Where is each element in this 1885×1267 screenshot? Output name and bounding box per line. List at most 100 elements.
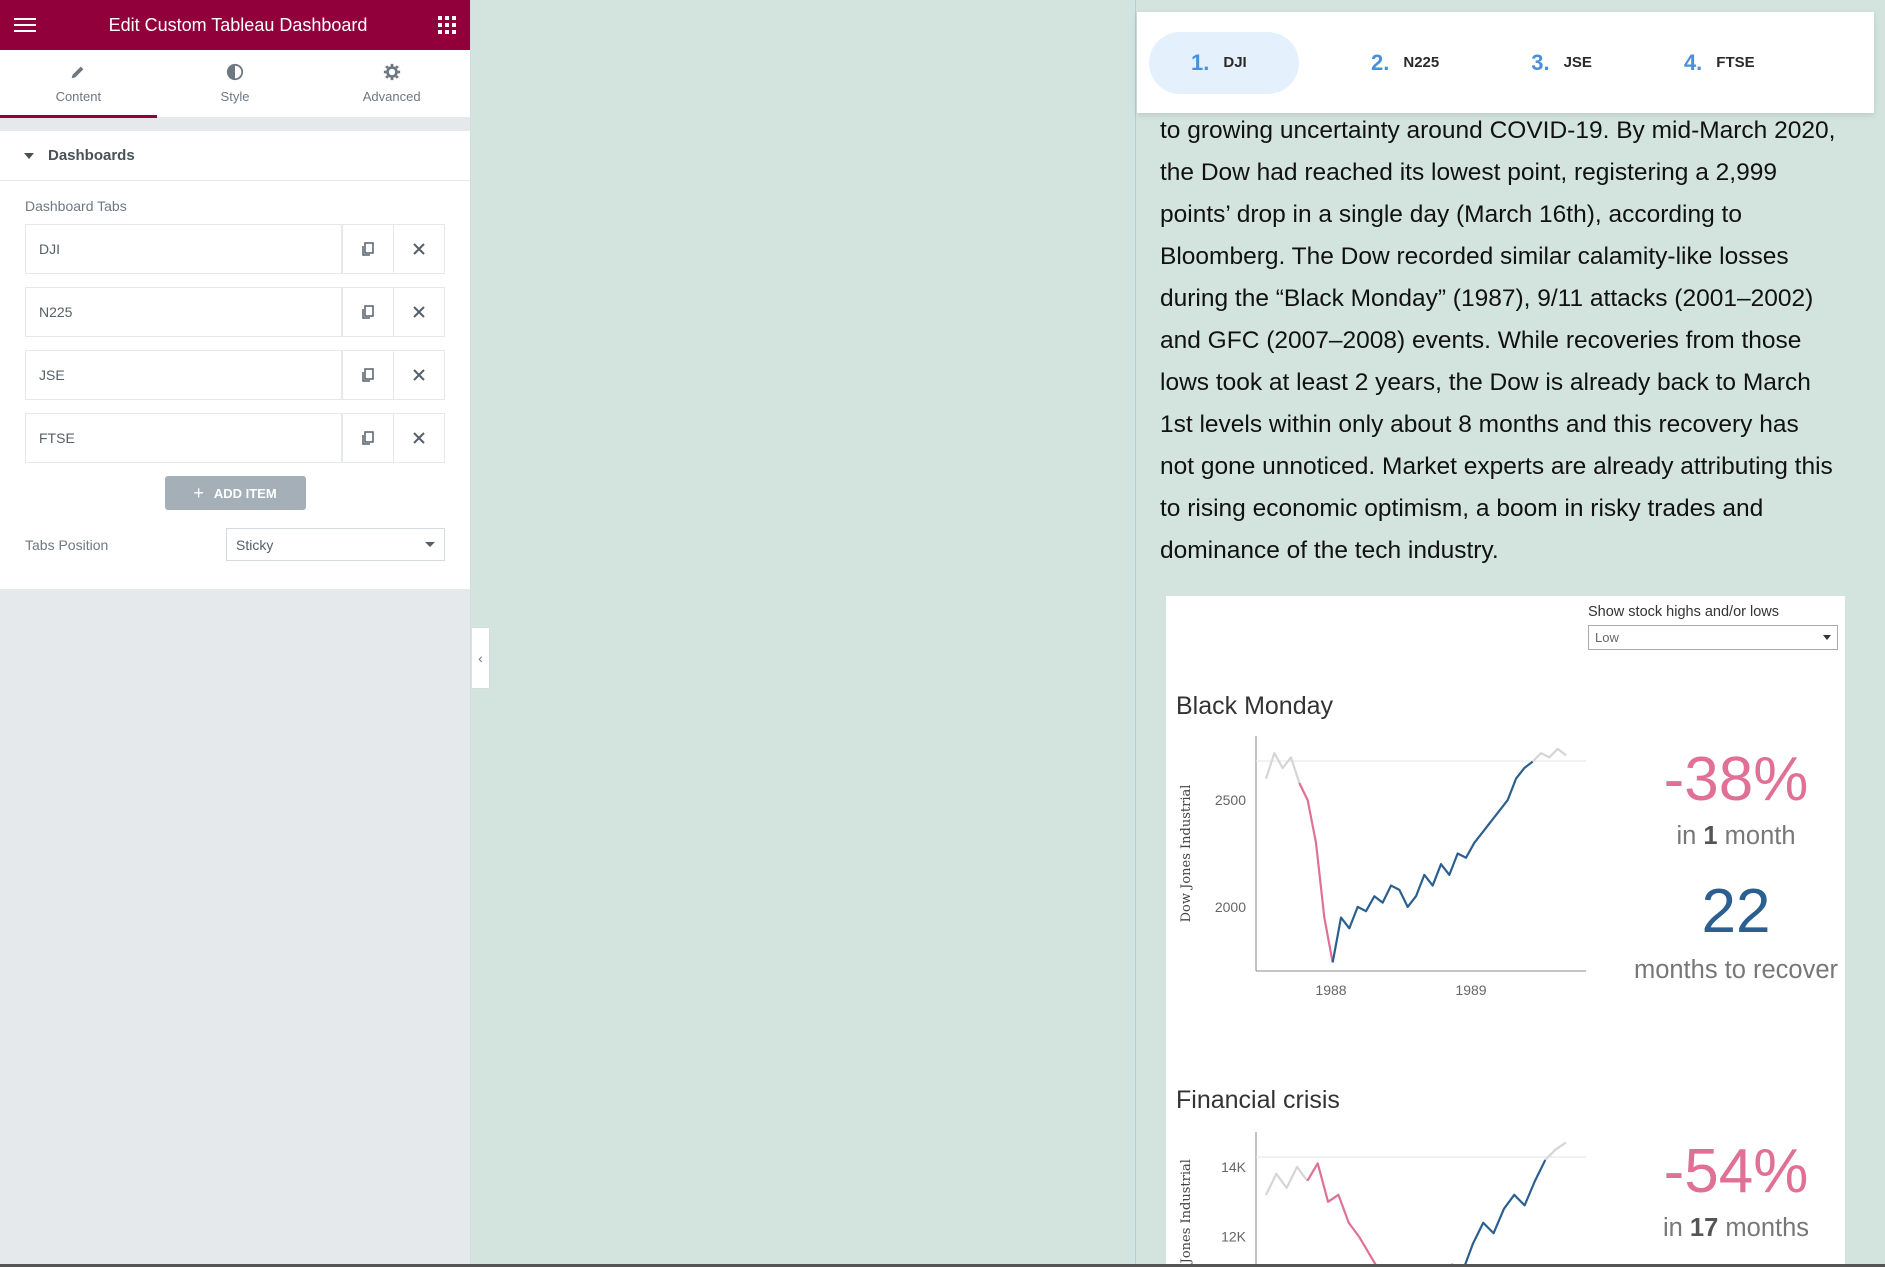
- article-line: points’ drop in a single day (March 16th…: [1160, 201, 1742, 228]
- tabs-position-label: Tabs Position: [25, 536, 109, 553]
- tab-label: N225: [1403, 54, 1440, 71]
- chevron-left-icon: ‹: [478, 650, 483, 666]
- menu-icon[interactable]: [14, 13, 38, 37]
- black-monday-chart: Dow Jones Industrial 2000 2500 1988 1989: [1179, 736, 1586, 998]
- copy-icon: [362, 305, 374, 319]
- remove-button[interactable]: [393, 414, 444, 462]
- article-line: to growing uncertainty around COVID-19. …: [1160, 117, 1836, 144]
- remove-button[interactable]: [393, 351, 444, 399]
- half-circle-icon: [226, 63, 244, 81]
- tab-n225[interactable]: 2. N225: [1329, 32, 1479, 94]
- article-line: Bloomberg. The Dow recorded similar cala…: [1160, 243, 1789, 270]
- tab-content-label: Content: [55, 89, 102, 104]
- repeater-item: JSE: [25, 350, 445, 400]
- copy-icon: [362, 242, 374, 256]
- sub-suffix: months: [1725, 1214, 1810, 1242]
- sub-num: 17: [1689, 1214, 1719, 1242]
- filter-value: Low: [1595, 630, 1619, 645]
- add-item-label: ADD ITEM: [213, 485, 277, 501]
- x-tick-label: 1988: [1315, 982, 1346, 998]
- repeater-item: N225: [25, 287, 445, 337]
- remove-button[interactable]: [393, 225, 444, 273]
- tabs-position-select[interactable]: Sticky: [226, 528, 445, 561]
- months-recover-stat: 22: [1701, 877, 1771, 946]
- tab-label: FTSE: [1716, 54, 1755, 71]
- sub-num: 1: [1703, 822, 1718, 850]
- y-tick-label: 14K: [1221, 1159, 1247, 1175]
- tab-number: 1.: [1191, 49, 1210, 75]
- close-icon: [413, 243, 425, 255]
- section-title: Dashboards: [48, 147, 135, 164]
- months-recover-sub: months to recover: [1633, 956, 1839, 984]
- sub-prefix: in: [1662, 1214, 1683, 1242]
- sub-suffix: month: [1724, 822, 1796, 850]
- tab-style-label: Style: [220, 89, 250, 104]
- plus-icon: +: [193, 482, 204, 503]
- tabs-position-control: Tabs Position Sticky: [25, 528, 445, 561]
- preview-canvas: to growing uncertainty around COVID-19. …: [1135, 0, 1875, 1267]
- article-line: and GFC (2007–2008) events. While recove…: [1160, 327, 1802, 354]
- tab-jse[interactable]: 3. JSE: [1489, 32, 1632, 94]
- bottom-edge: [0, 1264, 1885, 1267]
- filter-select[interactable]: Low: [1588, 625, 1838, 650]
- add-item-button[interactable]: + ADD ITEM: [164, 476, 306, 510]
- y-tick-label: 2000: [1215, 899, 1246, 915]
- repeater-item-title[interactable]: FTSE: [26, 414, 342, 462]
- series-line-pre: [1264, 751, 1301, 784]
- remove-button[interactable]: [393, 288, 444, 336]
- apps-grid-icon[interactable]: [437, 16, 456, 34]
- tableau-dashboard: Show stock highs and/or lows Low Black M…: [1166, 596, 1845, 1267]
- article-line: to rising economic optimism, a boom in r…: [1160, 495, 1764, 522]
- y-axis-label: Dow Jones Industrial: [1179, 1159, 1194, 1267]
- tab-number: 3.: [1531, 49, 1550, 75]
- chart-title: Black Monday: [1176, 692, 1334, 720]
- y-axis-label: Dow Jones Industrial: [1179, 785, 1194, 923]
- chevron-down-icon: [425, 542, 435, 547]
- duplicate-button[interactable]: [342, 225, 393, 273]
- tab-ftse[interactable]: 4. FTSE: [1642, 32, 1795, 94]
- article-line: dominance of the tech industry.: [1160, 537, 1499, 564]
- tab-advanced[interactable]: Advanced: [313, 50, 470, 117]
- repeater-item: DJI: [25, 224, 445, 274]
- article-line: during the “Black Monday” (1987), 9/11 a…: [1160, 285, 1814, 312]
- tabs-position-value: Sticky: [236, 536, 274, 553]
- close-icon: [413, 306, 425, 318]
- series-line-drop: [1298, 782, 1334, 963]
- repeater-item-title[interactable]: N225: [26, 288, 342, 336]
- copy-icon: [362, 368, 374, 382]
- filter-label: Show stock highs and/or lows: [1588, 604, 1780, 620]
- copy-icon: [362, 431, 374, 445]
- duplicate-button[interactable]: [342, 351, 393, 399]
- repeater-item-title[interactable]: DJI: [26, 225, 342, 273]
- series-line-recovery: [1449, 1159, 1547, 1267]
- chart-title: Financial crisis: [1176, 1086, 1340, 1114]
- gear-icon: [383, 63, 400, 81]
- series-line-recovery: [1331, 760, 1534, 963]
- dashboard-tabs-label: Dashboard Tabs: [25, 198, 127, 214]
- sticky-tab-bar: 1. DJI 2. N225 3. JSE 4. FTSE: [1137, 12, 1874, 113]
- editor-panel: Edit Custom Tableau Dashboard Content St…: [0, 0, 471, 1267]
- tab-style[interactable]: Style: [157, 50, 314, 117]
- series-line-pre: [1265, 1165, 1309, 1196]
- close-icon: [413, 432, 425, 444]
- tab-label: JSE: [1563, 54, 1592, 71]
- y-tick-label: 12K: [1221, 1229, 1247, 1245]
- collapse-panel-button[interactable]: ‹: [472, 627, 490, 689]
- article-line: the Dow had reached its lowest point, re…: [1160, 159, 1777, 186]
- pencil-icon: [72, 66, 84, 79]
- duplicate-button[interactable]: [342, 414, 393, 462]
- series-line-drop: [1306, 1162, 1379, 1267]
- panel-header: Edit Custom Tableau Dashboard: [0, 0, 470, 50]
- panel-title: Edit Custom Tableau Dashboard: [108, 14, 368, 35]
- section-dashboards-toggle[interactable]: Dashboards: [0, 131, 470, 181]
- duplicate-button[interactable]: [342, 288, 393, 336]
- close-icon: [413, 369, 425, 381]
- tab-content[interactable]: Content: [0, 50, 157, 118]
- percent-change-sub: in 17 months: [1616, 1214, 1856, 1243]
- tab-advanced-label: Advanced: [362, 89, 421, 104]
- repeater-item-title[interactable]: JSE: [26, 351, 342, 399]
- article-line: not gone unnoticed. Market experts are a…: [1160, 453, 1833, 480]
- tab-dji[interactable]: 1. DJI: [1149, 31, 1299, 94]
- article-line: 1st levels within only about 8 months an…: [1160, 411, 1799, 438]
- tab-number: 4.: [1683, 49, 1703, 75]
